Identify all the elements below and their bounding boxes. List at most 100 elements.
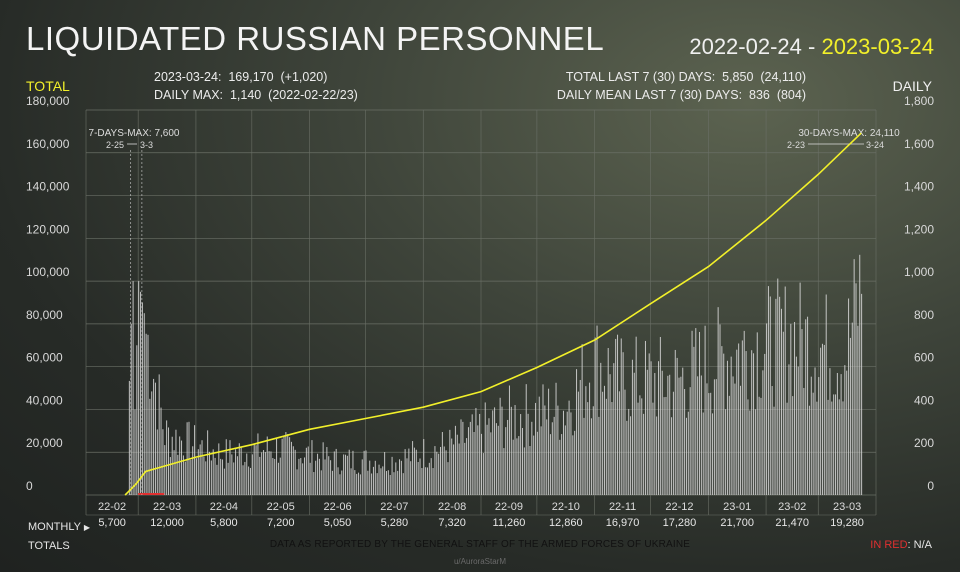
daily-bar — [171, 436, 173, 495]
daily-bar — [231, 454, 233, 495]
daily-bar — [643, 413, 645, 495]
daily-bar — [281, 438, 283, 495]
right-tick-label: 1,200 — [904, 222, 934, 236]
daily-bar — [751, 350, 753, 495]
daily-bar — [302, 463, 304, 495]
daily-bar — [531, 421, 533, 495]
daily-bar — [235, 449, 237, 495]
last-7-30-total-stat: TOTAL LAST 7 (30) DAYS: 5,850 (24,110) — [565, 70, 806, 84]
daily-bar — [739, 385, 742, 495]
max30-from-label: 2-23 — [787, 140, 805, 150]
totals-label: TOTALS — [28, 540, 70, 552]
monthly-total-value: 5,280 — [381, 517, 409, 529]
cumulative-total-line — [124, 132, 862, 496]
daily-bar — [365, 450, 367, 495]
daily-bar — [818, 377, 820, 495]
month-label: 22-05 — [267, 501, 295, 513]
month-label: 23-02 — [778, 501, 806, 513]
daily-bar — [618, 391, 620, 495]
daily-bar — [529, 446, 531, 495]
daily-bar — [676, 357, 678, 495]
daily-bar — [274, 458, 276, 495]
daily-bar — [779, 296, 781, 495]
daily-bar — [823, 344, 825, 495]
daily-bar — [846, 370, 848, 495]
daily-bar — [836, 372, 838, 495]
daily-bar — [208, 451, 210, 495]
daily-bar — [194, 425, 196, 495]
daily-bar — [637, 402, 639, 495]
daily-bar — [835, 394, 837, 495]
daily-bar — [589, 382, 591, 495]
daily-bar — [777, 278, 779, 495]
max30-label: 30-DAYS-MAX: 24,110 — [798, 128, 900, 139]
monthly-total-value: 16,970 — [606, 517, 640, 529]
daily-bar — [561, 434, 563, 495]
date-start: 2022-02-24 — [689, 34, 802, 59]
right-tick-label: 1,600 — [904, 137, 934, 151]
daily-bar — [277, 462, 279, 495]
right-tick-label: 1,000 — [904, 265, 934, 279]
daily-bar — [464, 442, 466, 495]
daily-bar — [713, 379, 715, 495]
daily-bar — [663, 397, 665, 495]
daily-bar — [792, 396, 794, 495]
month-label: 22-12 — [665, 501, 693, 513]
daily-bar — [203, 456, 205, 495]
daily-bar — [261, 452, 263, 495]
daily-bar — [838, 399, 840, 495]
daily-bar — [514, 405, 516, 495]
daily-bar — [166, 420, 168, 495]
daily-bar — [479, 413, 481, 495]
daily-bar — [181, 440, 183, 495]
daily-bar — [510, 406, 512, 495]
daily-bar — [805, 319, 807, 495]
monthly-total-value: 11,260 — [493, 517, 526, 529]
daily-bar — [741, 340, 743, 495]
daily-bar — [559, 439, 561, 495]
daily-bar — [689, 387, 691, 495]
left-tick-label: 80,000 — [26, 308, 63, 322]
daily-bar — [136, 345, 138, 495]
daily-bar — [538, 396, 540, 495]
daily-bar — [725, 409, 727, 495]
daily-bar — [648, 353, 650, 495]
daily-bar — [128, 380, 130, 495]
daily-bar — [587, 402, 589, 495]
daily-bar — [251, 454, 253, 495]
daily-bar — [579, 379, 581, 495]
monthly-total-value: 5,700 — [98, 517, 126, 529]
daily-bar — [786, 402, 788, 495]
monthly-label: MONTHLY — [28, 521, 81, 533]
daily-bar — [764, 353, 766, 495]
month-label: 22-08 — [438, 501, 466, 513]
daily-bar — [190, 459, 192, 495]
daily-bar — [272, 458, 274, 495]
daily-bar — [507, 419, 509, 495]
daily-bar — [449, 429, 451, 495]
daily-bar — [812, 392, 814, 495]
daily-bar — [646, 369, 648, 495]
daily-bar — [581, 344, 583, 495]
daily-bar — [246, 453, 248, 495]
daily-bar — [566, 411, 568, 495]
daily-bar — [633, 372, 635, 495]
daily-bar — [434, 446, 436, 495]
daily-bar — [499, 397, 501, 495]
daily-bar — [512, 439, 514, 495]
daily-bar — [212, 449, 214, 495]
monthly-total-value: 19,280 — [830, 517, 864, 529]
daily-bar — [158, 374, 160, 495]
daily-bar — [395, 462, 397, 495]
daily-bar — [490, 432, 492, 495]
daily-bar — [432, 468, 434, 495]
daily-bar — [363, 450, 365, 495]
monthly-total-value: 7,200 — [267, 517, 295, 529]
daily-bar — [389, 474, 391, 495]
month-label: 23-03 — [833, 501, 861, 513]
daily-bar — [721, 346, 723, 495]
daily-bar — [481, 433, 483, 495]
daily-bar — [343, 454, 345, 495]
daily-bar — [201, 440, 203, 495]
daily-bar — [495, 423, 497, 495]
